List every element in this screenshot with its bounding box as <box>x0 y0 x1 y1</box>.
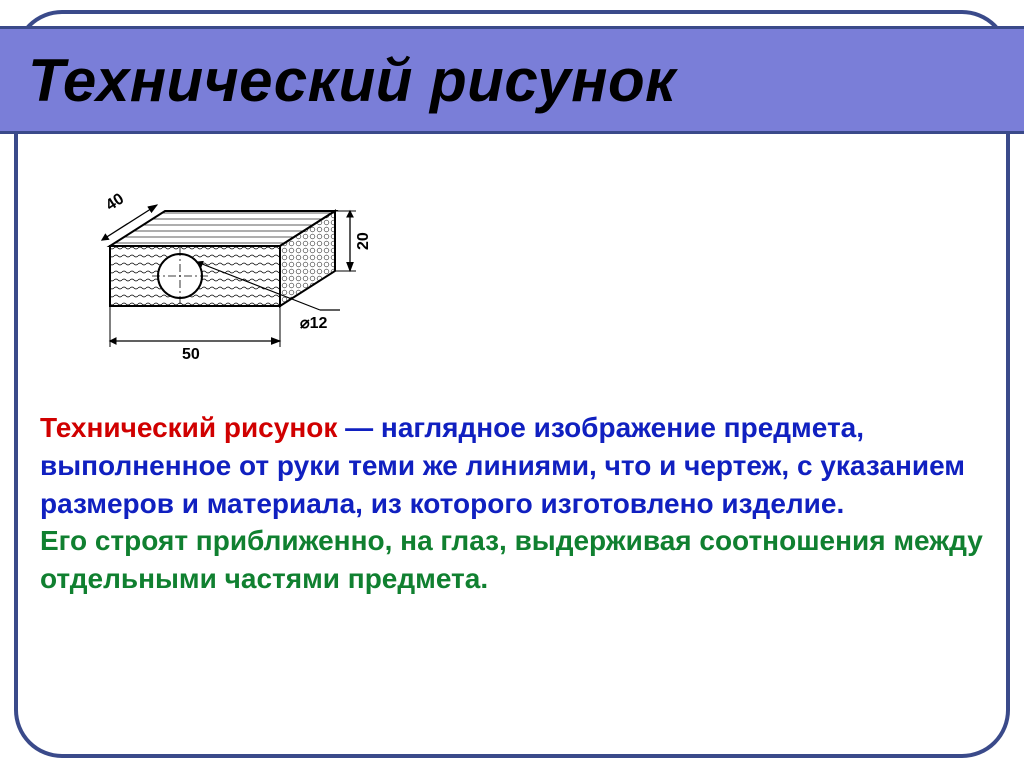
title-bar: Технический рисунок <box>0 26 1024 134</box>
svg-text:20: 20 <box>355 232 372 250</box>
drawing-svg: 50 20 40 ⌀12 <box>50 156 380 376</box>
dash: — <box>337 412 381 443</box>
slide-title: Технический рисунок <box>28 46 676 115</box>
definition-part2: Его строят приближенно, на глаз, выдержи… <box>40 525 983 594</box>
technical-drawing: 50 20 40 ⌀12 <box>50 156 984 381</box>
term: Технический рисунок <box>40 412 337 443</box>
definition-text: Технический рисунок — наглядное изображе… <box>40 409 984 598</box>
svg-text:50: 50 <box>182 346 200 363</box>
content-area: 50 20 40 ⌀12 Технический рисунок — наглядно… <box>40 140 984 748</box>
svg-text:⌀12: ⌀12 <box>300 315 328 332</box>
svg-text:40: 40 <box>103 190 127 214</box>
